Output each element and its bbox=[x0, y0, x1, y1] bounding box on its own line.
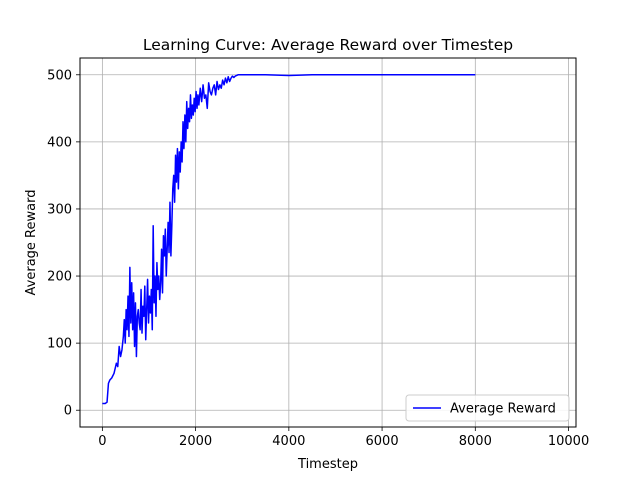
series-line-average-reward bbox=[102, 74, 476, 405]
y-tick-label-500: 500 bbox=[47, 68, 72, 83]
x-tick-label-0: 0 bbox=[98, 434, 106, 449]
x-tick-label-4000: 4000 bbox=[272, 434, 305, 449]
series-layer bbox=[102, 74, 476, 405]
x-tick-label-10000: 10000 bbox=[548, 434, 589, 449]
y-tick-label-300: 300 bbox=[47, 202, 72, 217]
x-tick-label-8000: 8000 bbox=[459, 434, 492, 449]
chart-title: Learning Curve: Average Reward over Time… bbox=[143, 36, 513, 54]
x-tick-label-6000: 6000 bbox=[366, 434, 399, 449]
legend: Average Reward bbox=[405, 394, 570, 422]
y-axis-label: Average Reward bbox=[24, 190, 39, 296]
x-axis-label: Timestep bbox=[297, 457, 358, 472]
y-tick-label-400: 400 bbox=[47, 135, 72, 150]
y-tick-label-200: 200 bbox=[47, 270, 72, 285]
legend-box bbox=[405, 394, 570, 422]
ticks: 0 2000 4000 6000 8000 10000 0 100 200 300 400 500 bbox=[47, 68, 589, 449]
legend-label-average-reward: Average Reward bbox=[450, 402, 556, 417]
y-tick-label-0: 0 bbox=[64, 404, 72, 419]
y-tick-label-100: 100 bbox=[47, 337, 72, 352]
axes-frame bbox=[79, 57, 577, 428]
x-tick-label-2000: 2000 bbox=[179, 434, 212, 449]
